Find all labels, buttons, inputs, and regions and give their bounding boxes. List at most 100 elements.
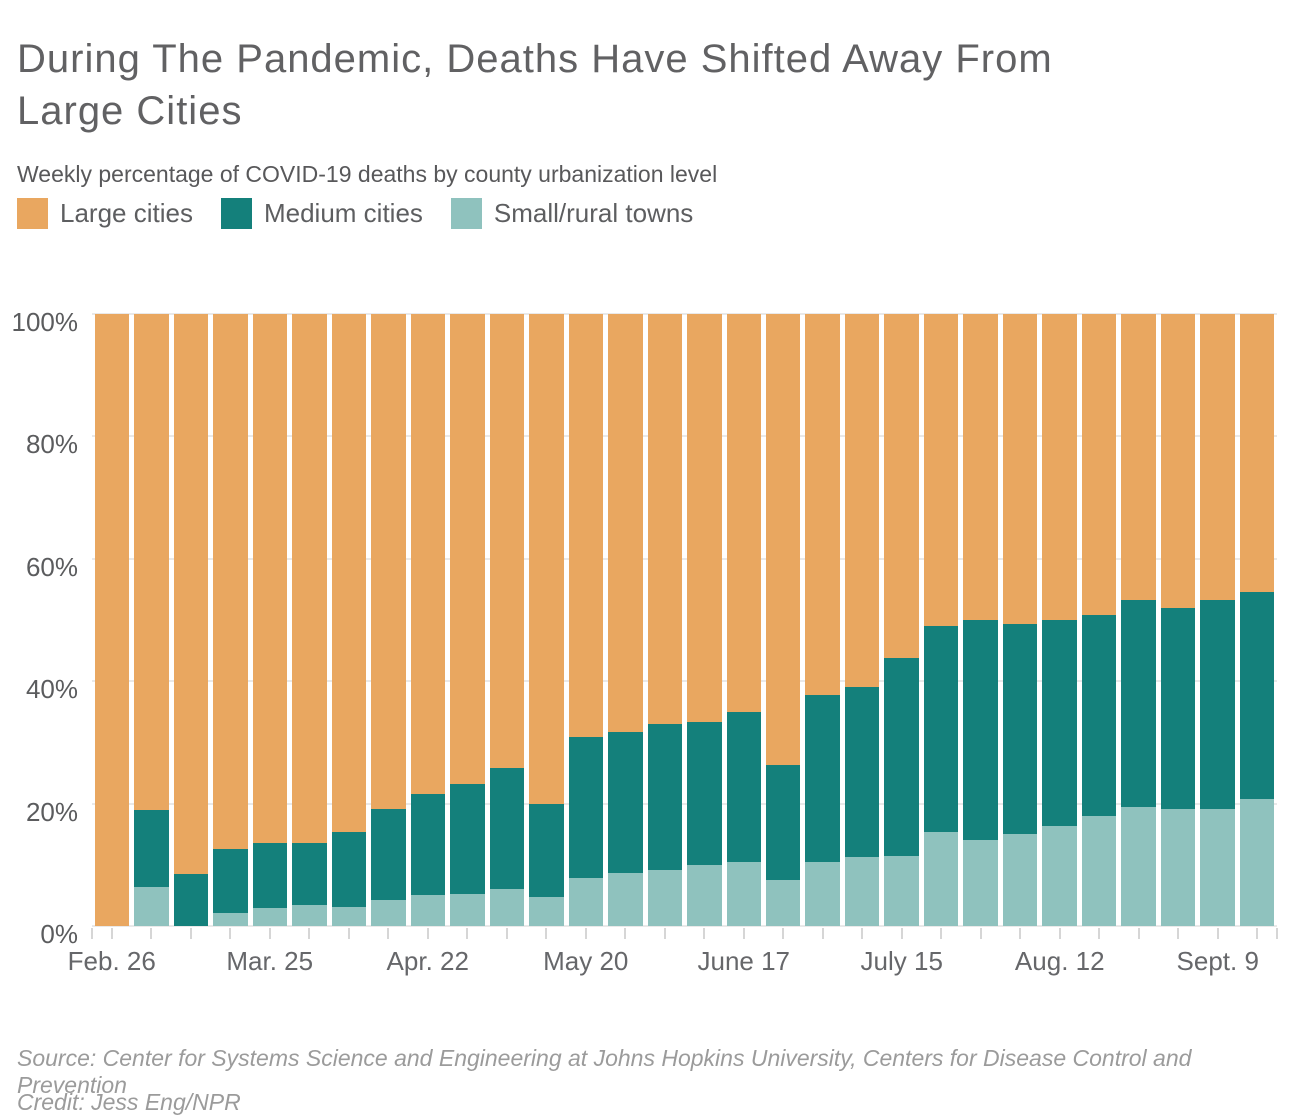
bar-segment-medium (134, 809, 169, 887)
bar-segment-medium (410, 794, 446, 895)
bar-segment-medium (608, 732, 643, 873)
bar-week-1 (95, 314, 130, 926)
legend-swatch-icon (220, 198, 252, 229)
page-title: During The Pandemic, Deaths Have Shifted… (17, 36, 1053, 133)
bar-week-26 (1081, 314, 1117, 926)
y-axis-label: 0% (40, 919, 78, 949)
x-axis-tick (861, 928, 864, 939)
x-axis-tick (545, 928, 548, 939)
x-axis-tick (1256, 928, 1259, 939)
bar-segment-small (608, 872, 643, 926)
x-axis-tick (979, 928, 982, 939)
bar-week-16 (687, 314, 722, 926)
bar-segment-large (608, 314, 643, 732)
bar-week-19 (805, 314, 840, 926)
bar-segment-medium (489, 768, 525, 890)
bar-week-13 (568, 314, 604, 926)
y-axis-label: 20% (25, 796, 78, 827)
legend-swatch-icon (450, 198, 482, 229)
bar-segment-large (371, 314, 406, 809)
bar-segment-small (252, 907, 288, 926)
bar-segment-medium (1042, 620, 1077, 826)
bar-segment-large (1239, 314, 1275, 592)
legend-label: Large cities (60, 198, 193, 228)
bar-segment-small (568, 877, 604, 926)
bar-segment-small (331, 907, 367, 926)
bar-segment-medium (884, 657, 919, 857)
bar-segment-small (647, 870, 683, 926)
chart-subtitle: Weekly percentage of COVID-19 deaths by … (17, 161, 718, 187)
x-axis-tick (150, 928, 153, 939)
x-axis-tick (1137, 928, 1140, 939)
gridline-100 (92, 313, 1277, 315)
bar-segment-small (844, 857, 880, 926)
bar-segment-medium (371, 808, 406, 901)
bar-segment-large (647, 314, 683, 725)
bar-week-27 (1121, 314, 1156, 926)
legend-label: Small/rural towns (493, 198, 694, 228)
bar-segment-small (923, 831, 959, 926)
x-axis-tick (940, 928, 943, 939)
bar-segment-large (1160, 314, 1196, 609)
bar-segment-medium (213, 848, 248, 913)
bar-segment-small (1002, 833, 1038, 926)
bar-week-21 (884, 314, 919, 926)
bar-segment-large (1042, 314, 1077, 620)
bar-segment-large (884, 314, 919, 658)
x-axis-label: Sept. 9 (1176, 946, 1259, 976)
bar-week-10 (450, 314, 485, 926)
bar-segment-large (687, 314, 722, 722)
bar-week-6 (292, 314, 327, 926)
x-axis-tick (821, 928, 824, 939)
x-axis-tick (268, 928, 271, 939)
bar-segment-small (489, 889, 525, 926)
bar-segment-medium (923, 626, 959, 832)
y-axis-label: 80% (25, 429, 78, 460)
bar-segment-medium (1081, 614, 1117, 817)
bar-segment-medium (647, 724, 683, 871)
x-axis-tick (584, 928, 587, 939)
gridline-20 (92, 802, 1277, 805)
x-axis-tick (229, 928, 232, 939)
bar-week-12 (529, 314, 564, 926)
bar-segment-small (726, 862, 761, 926)
bar-segment-large (963, 314, 998, 620)
y-axis-label: 100% (11, 307, 79, 337)
bar-segment-large (923, 314, 959, 627)
plot-area: Feb. 26 Mar. 25 Apr. 22 May 20 June 17 July 1… (68, 313, 1278, 976)
gridline-0 (92, 925, 1277, 927)
bar-segment-medium (765, 765, 801, 881)
x-axis-label: Feb. 26 (67, 946, 156, 976)
bar-segment-medium (331, 832, 367, 908)
x-axis-tick (1177, 928, 1180, 939)
bar-segment-large (1081, 314, 1117, 615)
y-axis-label: 40% (25, 674, 78, 705)
bar-week-29 (1200, 314, 1235, 926)
bar-segment-large (331, 314, 367, 833)
x-axis-tick (505, 928, 508, 939)
bar-segment-small (884, 856, 919, 926)
source-note: Source: Center for Systems Science and E… (17, 1045, 1192, 1098)
gridline-80 (92, 435, 1277, 438)
bar-segment-small (1160, 808, 1196, 926)
x-axis-tick (110, 928, 113, 939)
bar-week-3 (173, 314, 209, 926)
bar-segment-medium (963, 620, 998, 840)
x-axis-tick (703, 928, 706, 939)
bar-segment-medium (292, 842, 327, 905)
x-axis-tick (1098, 928, 1101, 939)
credit-note: Credit: Jess Eng/NPR (17, 1089, 241, 1115)
bar-segment-large (1121, 314, 1156, 601)
bar-segment-medium (726, 711, 761, 863)
bar-week-28 (1160, 314, 1196, 926)
y-axis: 100% 80% 60% 40% 20% 0% (0, 0, 79, 1112)
bar-segment-medium (1160, 608, 1196, 809)
x-axis-tick (189, 928, 192, 939)
bar-week-30 (1239, 314, 1275, 926)
bar-segment-large (292, 314, 327, 843)
gridline-40 (92, 680, 1277, 683)
bar-segment-small (292, 904, 327, 926)
legend-item: Medium cities (220, 198, 423, 229)
x-axis-tick (1019, 928, 1022, 939)
legend-swatch-icon (17, 198, 48, 229)
